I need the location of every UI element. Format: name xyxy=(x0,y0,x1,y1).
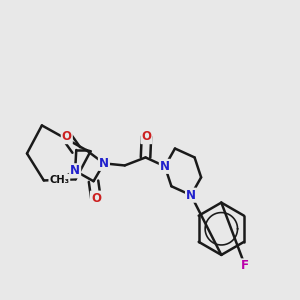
Text: O: O xyxy=(91,192,101,205)
Text: N: N xyxy=(160,160,170,173)
Text: O: O xyxy=(62,130,72,143)
Text: CH₃: CH₃ xyxy=(49,175,69,185)
Text: N: N xyxy=(99,157,109,170)
Text: O: O xyxy=(141,130,152,143)
Text: N: N xyxy=(186,189,196,202)
Text: F: F xyxy=(241,260,249,272)
Text: N: N xyxy=(70,164,80,177)
